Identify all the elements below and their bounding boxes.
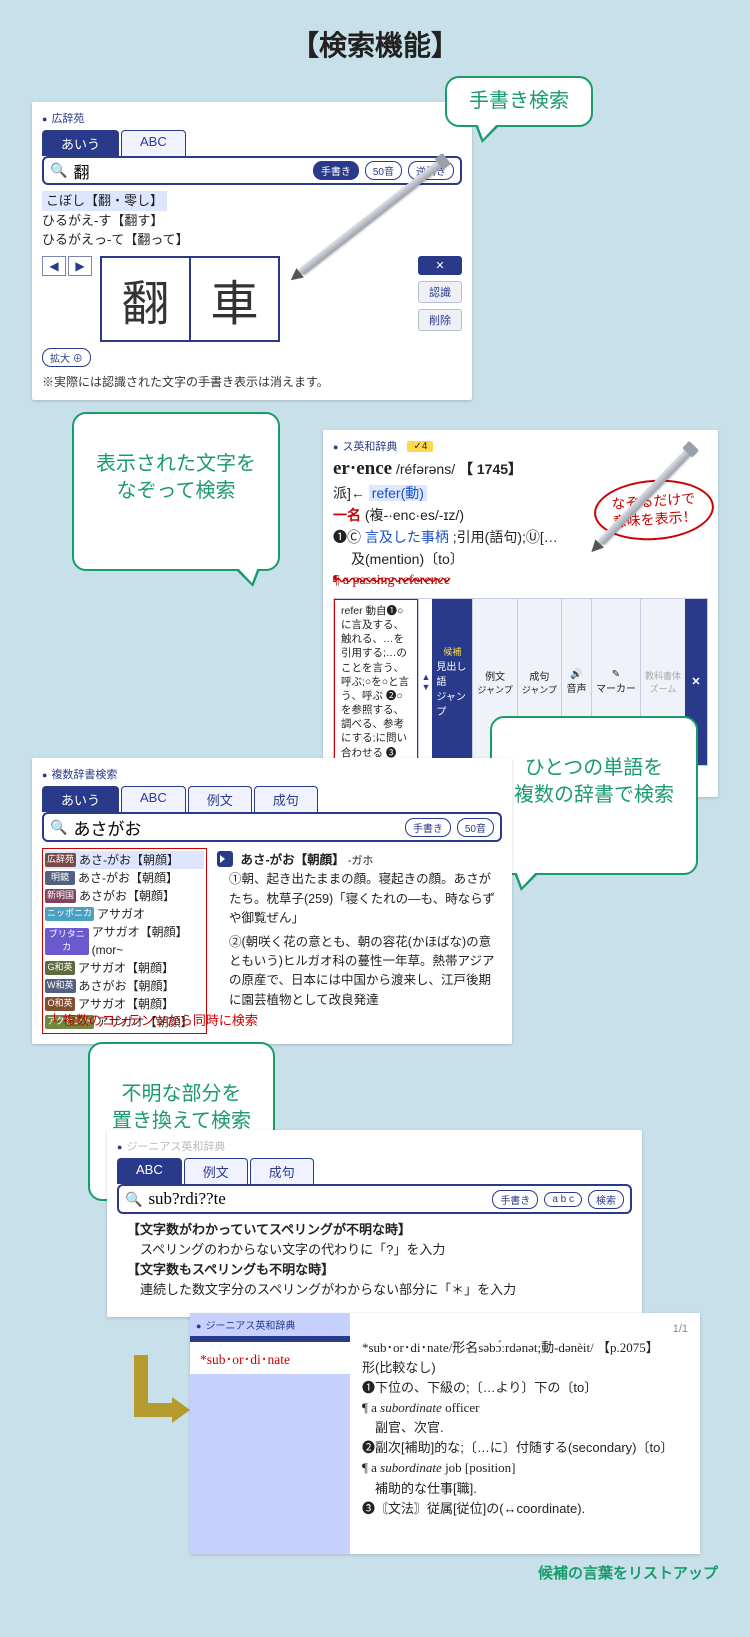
search-icon: 🔍 — [50, 819, 67, 836]
search-bar: 🔍 手書き 50音 逆引き — [42, 156, 462, 185]
definition-pane: あさ-がお【朝顔】 -ガホ ①朝、起き出たままの顔。寝起きの顔。あさがたち。枕草… — [217, 848, 502, 1034]
gojuon-button[interactable]: 50音 — [365, 161, 402, 180]
tab-bar: あいう ABC — [42, 130, 462, 156]
source-list: 広辞苑あさ-がお【朝顔】明鏡あさ-がお【朝顔】新明国あさがお【朝顔】ニッポニカア… — [42, 848, 207, 1034]
search-input[interactable] — [73, 817, 398, 837]
window-title: ジーニアス英和辞典 — [117, 1138, 632, 1154]
panel-result: ジーニアス英和辞典 *sub･or･di･nate 1/1 *sub･or･di… — [190, 1313, 700, 1554]
recognize-button[interactable]: 認識 — [418, 281, 462, 303]
window-title: 複数辞書検索 — [42, 766, 502, 782]
source-item[interactable]: ブリタニカアサガオ【朝顔】(mor~ — [45, 923, 204, 959]
source-item[interactable]: 新明国あさがお【朝顔】 — [45, 887, 204, 905]
prev-button[interactable]: ◀ — [42, 256, 66, 276]
source-item[interactable]: ニッポニカアサガオ — [45, 905, 204, 923]
callout-multi: ひとつの単語を 複数の辞書で検索 — [490, 716, 698, 875]
multi-caption: └ 複数のコンテンツから同時に検索 — [50, 1010, 258, 1029]
note-text: ※実際には認識された文字の手書き表示は消えます。 — [42, 373, 462, 390]
handwriting-button[interactable]: 手書き — [313, 161, 359, 180]
close-button[interactable]: ✕ — [418, 256, 462, 275]
search-button[interactable]: 検索 — [588, 1190, 624, 1209]
search-icon: 🔍 — [125, 1191, 142, 1208]
candidate-item[interactable]: ひるがえっ-て【翻って】 — [42, 230, 462, 250]
tab-jp[interactable]: あいう — [42, 130, 119, 156]
tab-en[interactable]: ABC — [121, 786, 186, 812]
speaker-icon[interactable] — [217, 851, 233, 867]
callout-trace: 表示された文字を なぞって検索 — [72, 412, 280, 571]
source-item[interactable]: W和英あさがお【朝顔】 — [45, 977, 204, 995]
tab-jp[interactable]: あいう — [42, 786, 119, 812]
tab-examples[interactable]: 例文 — [184, 1158, 248, 1184]
search-input[interactable] — [73, 162, 306, 180]
dictionary-content: er·ence /réfərəns/ 【 1745】 派]← refer(動) … — [333, 454, 708, 592]
source-item[interactable]: G和英アサガオ【朝顔】 — [45, 959, 204, 977]
source-item[interactable]: 明鏡あさ-がお【朝顔】 — [45, 869, 204, 887]
next-button[interactable]: ▶ — [68, 256, 92, 276]
zoom-button[interactable]: 拡大 ⊕ — [42, 348, 91, 367]
page-title: 【検索機能】 — [32, 24, 718, 64]
window-title: 広辞苑 — [42, 110, 462, 126]
refer-link[interactable]: refer(動) — [369, 485, 427, 501]
window-title: ス英和辞典 — [333, 438, 397, 454]
panel-handwriting: 広辞苑 あいう ABC 🔍 手書き 50音 逆引き こぼし【翻・零し】 ひるがえ… — [32, 102, 472, 400]
handwriting-button[interactable]: 手書き — [405, 818, 451, 837]
candidate-item[interactable]: こぼし【翻・零し】 — [42, 191, 167, 211]
abc-button[interactable]: a b c — [544, 1192, 582, 1207]
source-item[interactable]: 広辞苑あさ-がお【朝顔】 — [45, 851, 204, 869]
nav-arrows: ◀ ▶ — [42, 256, 92, 276]
tab-examples[interactable]: 例文 — [188, 786, 252, 812]
explanation: 【文字数がわかっていてスペリングが不明な時】 スペリングのわからない文字の代わり… — [117, 1214, 632, 1307]
handwriting-box[interactable]: 車 — [190, 256, 280, 342]
panel-multi-dict: 複数辞書検索 あいう ABC 例文 成句 🔍 手書き 50音 広辞苑あさ-がお【… — [32, 758, 512, 1044]
search-input[interactable] — [148, 1189, 486, 1209]
handwriting-boxes: 翻 車 — [100, 256, 280, 342]
delete-button[interactable]: 削除 — [418, 309, 462, 331]
result-list: ジーニアス英和辞典 *sub･or･di･nate — [190, 1313, 350, 1554]
candidate-item[interactable]: ひるがえ-す【翻す】 — [42, 211, 462, 231]
panel-wildcard: ジーニアス英和辞典 ABC 例文 成句 🔍 手書き a b c 検索 【文字数が… — [107, 1130, 642, 1317]
page-counter: 1/1 — [362, 1321, 688, 1338]
wildcard-caption: 候補の言葉をリストアップ — [32, 1562, 718, 1583]
search-icon: 🔍 — [50, 162, 67, 179]
result-item[interactable]: *sub･or･di･nate — [190, 1342, 350, 1374]
arrow-icon — [134, 1355, 174, 1425]
tab-phrases[interactable]: 成句 — [250, 1158, 314, 1184]
tab-en[interactable]: ABC — [121, 130, 186, 156]
badge: ✓4 — [407, 441, 433, 452]
handwriting-button[interactable]: 手書き — [492, 1190, 538, 1209]
tab-phrases[interactable]: 成句 — [254, 786, 318, 812]
callout-handwriting: 手書き検索 — [445, 76, 593, 127]
definition-pane: 1/1 *sub･or･di･nate/形名səbɔ́ːrdənət;動-dən… — [350, 1313, 700, 1554]
gojuon-button[interactable]: 50音 — [457, 818, 494, 837]
handwriting-box[interactable]: 翻 — [100, 256, 190, 342]
tab-en[interactable]: ABC — [117, 1158, 182, 1184]
